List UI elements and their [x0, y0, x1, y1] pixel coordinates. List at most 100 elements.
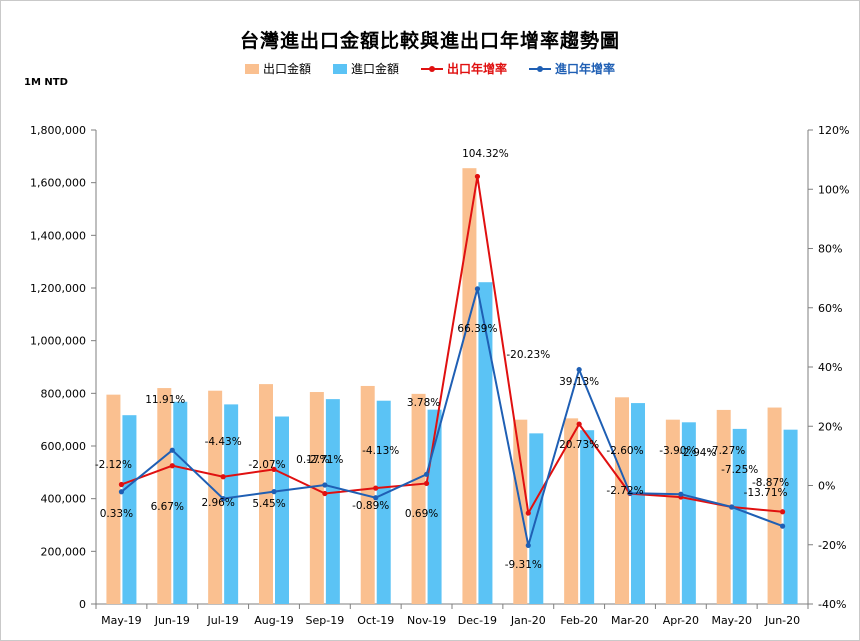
- import-growth-data-label: -4.13%: [362, 445, 399, 457]
- export-growth-data-label: -2.71%: [306, 454, 343, 466]
- import-bar: [122, 415, 137, 604]
- legend-item: 出口年增率: [421, 60, 507, 77]
- export-growth-data-label: -8.87%: [752, 477, 789, 489]
- y-right-tick-label: 120%: [818, 124, 849, 137]
- x-tick-label: May-20: [711, 614, 752, 627]
- y-left-tick-label: 0: [79, 598, 86, 611]
- import-growth-line: [120, 288, 783, 546]
- x-tick-label: Nov-19: [407, 614, 446, 627]
- legend-item: 出口金額: [244, 60, 311, 77]
- export-growth-data-label: 6.67%: [151, 501, 184, 513]
- export-growth-data-label: 0.33%: [100, 508, 133, 520]
- y-right-tick-label: -20%: [818, 539, 846, 552]
- import-growth-point: [118, 489, 125, 495]
- import-bar: [325, 399, 340, 604]
- y-left-tick-label: 1,800,000: [30, 124, 86, 137]
- import-growth-point: [627, 490, 633, 496]
- x-tick-label: Jun-20: [764, 614, 800, 627]
- export-growth-data-label: -9.31%: [505, 559, 542, 571]
- unit-label: 1M NTD: [24, 77, 68, 88]
- x-tick-label: Mar-20: [611, 614, 649, 627]
- legend-swatch-bar: [244, 63, 259, 74]
- export-growth-point: [169, 463, 175, 469]
- export-growth-data-label: -7.27%: [708, 445, 745, 457]
- x-tick-label: Jul-19: [207, 614, 239, 627]
- import-growth-point: [271, 489, 277, 495]
- import-growth-data-label: -2.94%: [679, 447, 716, 459]
- import-bar: [224, 404, 239, 604]
- export-growth-point: [220, 474, 226, 480]
- export-bar: [157, 388, 172, 604]
- y-left-tick-label: 400,000: [41, 493, 87, 506]
- y-left-tick-label: 1,400,000: [30, 229, 86, 242]
- import-growth-data-label: -2.07%: [248, 459, 285, 471]
- x-tick-label: Oct-19: [357, 614, 394, 627]
- y-right-tick-label: 60%: [818, 302, 842, 315]
- x-tick-label: Aug-19: [254, 614, 293, 627]
- export-growth-point: [779, 509, 786, 515]
- export-growth-point: [271, 466, 277, 472]
- export-growth-data-label: 104.32%: [462, 148, 509, 160]
- export-growth-point: [322, 490, 328, 497]
- legend-label: 進口年增率: [555, 62, 616, 76]
- import-growth-data-label: 0.17%: [296, 454, 329, 466]
- import-bar: [681, 422, 696, 604]
- import-growth-point: [322, 482, 328, 488]
- export-bar: [208, 390, 223, 604]
- import-growth-point: [525, 542, 531, 549]
- x-tick-label: Sep-19: [306, 614, 345, 627]
- import-bar: [580, 430, 595, 604]
- legend-swatch-line: [529, 64, 552, 74]
- import-bar: [173, 401, 188, 604]
- export-bar: [665, 419, 680, 604]
- import-bar: [376, 400, 391, 604]
- import-growth-data-label: -4.43%: [205, 436, 242, 448]
- import-bar: [732, 428, 747, 604]
- x-tick-label: Apr-20: [663, 614, 699, 627]
- import-bar: [478, 282, 493, 604]
- y-right-tick-label: -40%: [818, 598, 846, 611]
- legend-label: 出口年增率: [447, 62, 508, 76]
- export-bar: [513, 419, 528, 604]
- legend-label: 出口金額: [262, 62, 311, 76]
- legend: 出口金額 進口金額 出口年增率 進口年增率: [0, 60, 860, 77]
- import-growth-data-label: 39.13%: [559, 376, 599, 388]
- x-tick-label: Dec-19: [458, 614, 497, 627]
- export-growth-data-label: 5.45%: [252, 498, 285, 510]
- import-bar: [783, 429, 798, 604]
- export-growth-point: [118, 481, 125, 488]
- legend-swatch-bar: [332, 63, 347, 74]
- legend-label: 進口金額: [350, 62, 399, 76]
- import-growth-point: [576, 366, 582, 373]
- y-right-tick-label: 20%: [818, 420, 842, 433]
- import-growth-point: [678, 491, 684, 497]
- import-growth-point: [423, 471, 430, 477]
- export-growth-point: [474, 173, 481, 180]
- export-bar: [615, 397, 629, 604]
- export-growth-data-label: -3.90%: [659, 445, 696, 457]
- export-growth-data-label: 20.73%: [559, 439, 599, 451]
- import-bar: [631, 403, 645, 604]
- import-growth-data-label: 66.39%: [457, 323, 497, 335]
- legend-item: 進口年增率: [529, 60, 615, 77]
- legend-item: 進口金額: [332, 60, 399, 77]
- y-left-tick-label: 600,000: [41, 440, 87, 453]
- import-growth-point: [373, 495, 379, 501]
- export-growth-data-label: 0.69%: [405, 508, 438, 520]
- import-growth-point: [220, 496, 226, 502]
- export-bar: [106, 394, 121, 604]
- export-growth-point: [576, 421, 582, 427]
- import-growth-data-label: -20.23%: [506, 349, 550, 361]
- y-left-tick-label: 200,000: [41, 545, 87, 558]
- y-left-tick-label: 1,000,000: [30, 335, 86, 348]
- y-left-tick-label: 1,200,000: [30, 282, 86, 295]
- x-tick-label: Feb-20: [560, 614, 597, 627]
- export-growth-data-label: -2.72%: [606, 485, 643, 497]
- export-bar: [259, 384, 273, 604]
- export-growth-point: [373, 485, 379, 491]
- x-tick-label: Jan-20: [510, 614, 546, 627]
- y-left-tick-label: 800,000: [41, 387, 87, 400]
- export-bar: [462, 168, 477, 604]
- import-growth-data-label: -7.25%: [721, 464, 758, 476]
